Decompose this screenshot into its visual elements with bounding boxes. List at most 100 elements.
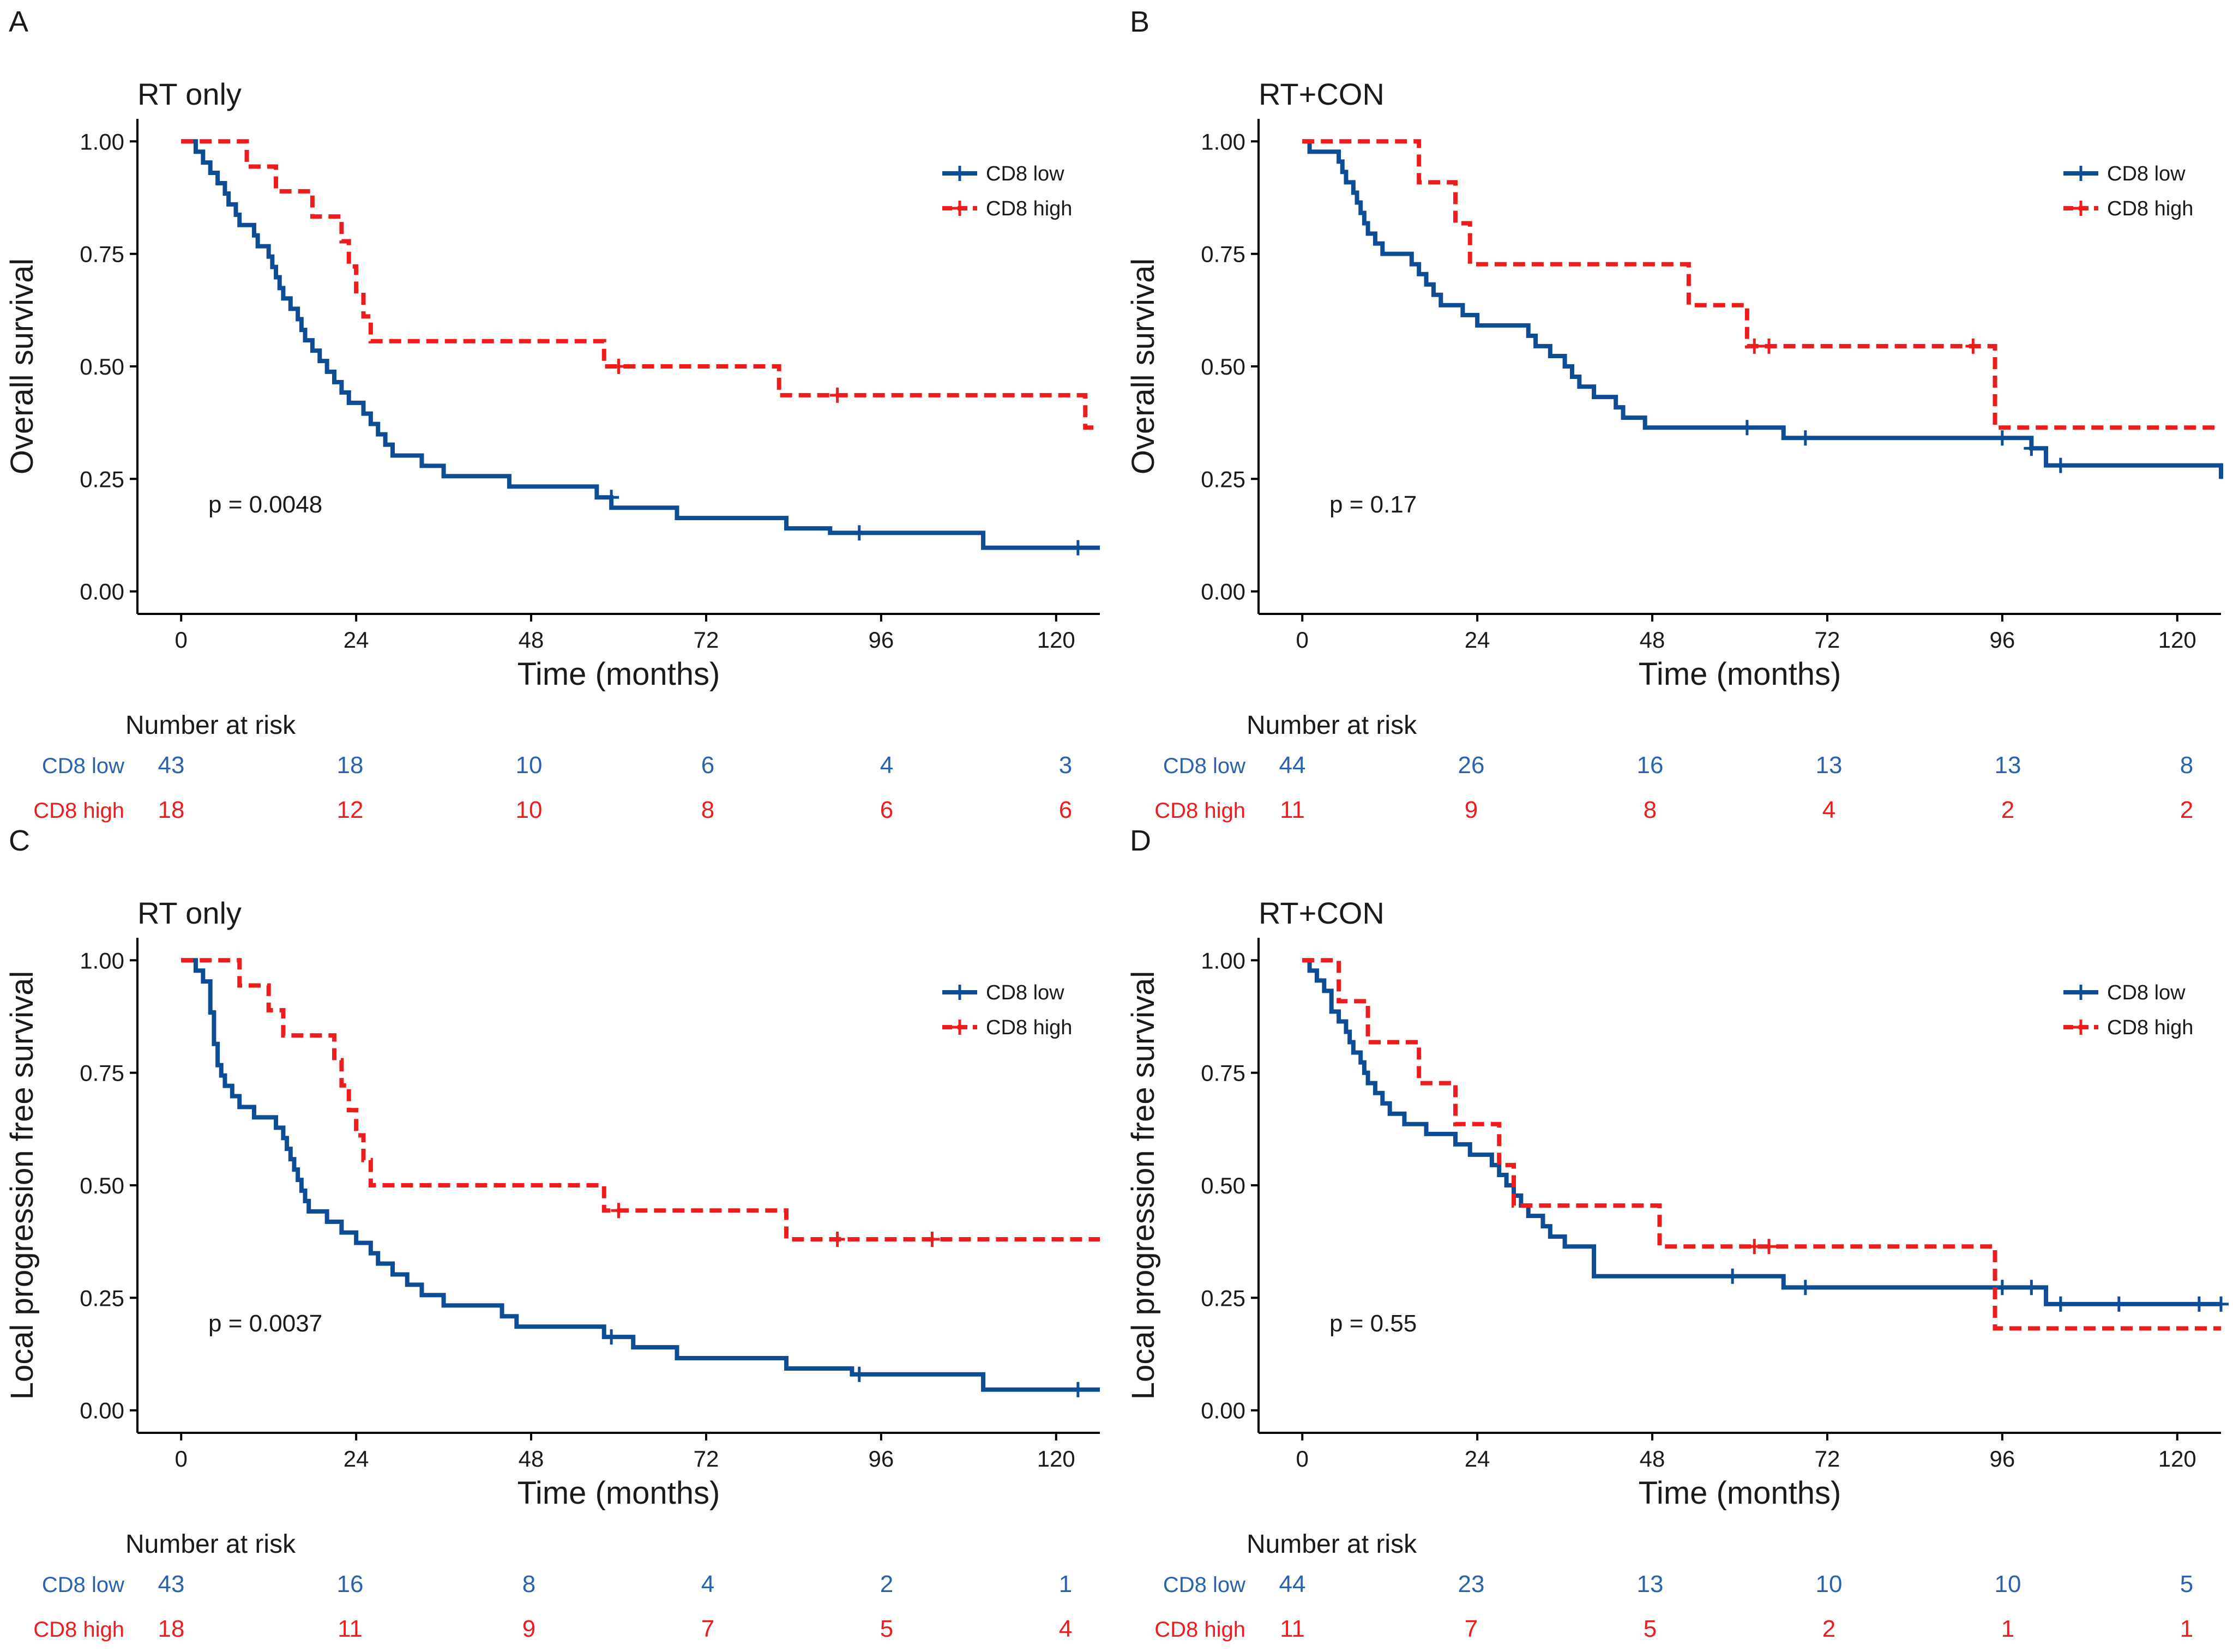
censor-mark-cd8-low — [1797, 430, 1813, 446]
x-tick-label: 120 — [2158, 1446, 2196, 1472]
censor-mark-cd8-low — [2191, 1296, 2207, 1312]
x-tick-label: 72 — [1815, 1446, 1840, 1472]
risk-count-cd8-low: 6 — [701, 752, 714, 779]
censor-mark-cd8-low — [2024, 441, 2039, 456]
risk-count-cd8-low: 1 — [1059, 1571, 1072, 1597]
risk-count-cd8-high: 7 — [1465, 1615, 1478, 1642]
censor-mark-cd8-low — [604, 490, 619, 505]
risk-count-cd8-low: 13 — [1816, 752, 1843, 779]
y-tick-label: 1.00 — [80, 948, 124, 973]
censor-mark-cd8-high — [1965, 338, 1981, 354]
panel-letter: D — [1130, 824, 1151, 857]
x-tick-label: 24 — [1465, 1446, 1490, 1472]
censor-mark-cd8-low — [1797, 1280, 1813, 1295]
x-tick-label: 48 — [1640, 627, 1665, 653]
censor-mark-cd8-low — [1070, 540, 1086, 556]
y-tick-label: 1.00 — [1201, 129, 1245, 154]
risk-count-cd8-high: 18 — [158, 1615, 185, 1642]
legend-label-cd8-high: CD8 high — [986, 197, 1072, 220]
risk-count-cd8-high: 10 — [516, 797, 543, 823]
legend-censor-cd8-high — [952, 201, 967, 216]
y-tick-label: 0.00 — [80, 579, 124, 605]
legend-label-cd8-high: CD8 high — [2107, 1016, 2193, 1039]
x-tick-label: 72 — [1815, 627, 1840, 653]
censor-mark-cd8-low — [851, 1366, 867, 1382]
y-tick-label: 1.00 — [80, 129, 124, 154]
km-curve-cd8-low — [181, 958, 1100, 1392]
risk-count-cd8-low: 16 — [337, 1571, 364, 1597]
censor-mark-cd8-high — [1761, 1239, 1777, 1255]
x-tick-label: 96 — [869, 1446, 894, 1472]
risk-count-cd8-high: 2 — [2180, 797, 2193, 823]
x-tick-label: 96 — [1990, 627, 2015, 653]
risk-count-cd8-low: 18 — [337, 752, 364, 779]
censor-mark-cd8-low — [1725, 1268, 1741, 1284]
panel-letter: A — [9, 5, 28, 38]
x-tick-label: 24 — [344, 627, 369, 653]
legend-label-cd8-high: CD8 high — [2107, 197, 2193, 220]
risk-table-title: Number at risk — [125, 1530, 296, 1559]
legend-censor-cd8-low — [952, 985, 967, 1000]
risk-count-cd8-high: 12 — [337, 797, 364, 823]
risk-count-cd8-high: 7 — [701, 1615, 714, 1642]
risk-count-cd8-low: 10 — [516, 752, 543, 779]
censor-mark-cd8-low — [851, 525, 867, 541]
legend-censor-cd8-high — [2073, 201, 2088, 216]
legend-label-cd8-low: CD8 low — [986, 981, 1064, 1004]
panel-letter: B — [1130, 5, 1149, 38]
km-curve-cd8-high — [1302, 958, 2221, 1331]
censor-mark-cd8-low — [604, 1329, 619, 1345]
risk-count-cd8-high: 2 — [2001, 797, 2014, 823]
risk-count-cd8-low: 2 — [880, 1571, 893, 1597]
risk-row-label-cd8-high: CD8 high — [33, 1618, 124, 1642]
risk-count-cd8-low: 4 — [701, 1571, 714, 1597]
risk-count-cd8-low: 3 — [1059, 752, 1072, 779]
x-tick-label: 48 — [519, 627, 544, 653]
y-tick-label: 0.50 — [80, 354, 124, 379]
x-axis-label: Time (months) — [1639, 656, 1841, 692]
y-axis-label: Overall survival — [1125, 258, 1161, 474]
risk-count-cd8-high: 11 — [1280, 797, 1305, 823]
risk-row-label-cd8-low: CD8 low — [1163, 754, 1245, 778]
legend-label-cd8-low: CD8 low — [986, 162, 1064, 185]
risk-count-cd8-low: 44 — [1279, 1571, 1306, 1597]
x-tick-label: 0 — [1296, 627, 1309, 653]
x-tick-label: 72 — [694, 627, 719, 653]
y-axis-label: Local progression free survival — [4, 971, 40, 1400]
y-tick-label: 0.50 — [1201, 1173, 1245, 1198]
x-tick-label: 96 — [1990, 1446, 2015, 1472]
legend-censor-cd8-low — [2073, 166, 2088, 181]
censor-mark-cd8-low — [2111, 1296, 2127, 1312]
y-tick-label: 0.75 — [1201, 1060, 1245, 1086]
risk-table-title: Number at risk — [1247, 711, 1417, 740]
censor-mark-cd8-low — [2053, 1296, 2068, 1312]
risk-row-label-cd8-high: CD8 high — [1154, 1618, 1245, 1642]
y-tick-label: 0.75 — [80, 242, 124, 267]
censor-mark-cd8-low — [2024, 1280, 2039, 1295]
risk-count-cd8-high: 6 — [880, 797, 893, 823]
p-value: p = 0.0048 — [208, 491, 322, 518]
risk-count-cd8-low: 13 — [1995, 752, 2021, 779]
risk-count-cd8-low: 10 — [1816, 1571, 1843, 1597]
censor-mark-cd8-high — [611, 359, 627, 374]
risk-count-cd8-low: 16 — [1637, 752, 1664, 779]
y-axis-label: Overall survival — [4, 258, 40, 474]
x-tick-label: 120 — [1037, 627, 1075, 653]
censor-mark-cd8-high — [1747, 1239, 1762, 1255]
y-tick-label: 0.25 — [1201, 1285, 1245, 1311]
risk-count-cd8-low: 5 — [2180, 1571, 2193, 1597]
panel-title: RT only — [137, 77, 242, 111]
risk-row-label-cd8-low: CD8 low — [1163, 1573, 1245, 1597]
risk-count-cd8-high: 9 — [522, 1615, 535, 1642]
y-tick-label: 1.00 — [1201, 948, 1245, 973]
legend-label-cd8-low: CD8 low — [2107, 981, 2186, 1004]
y-tick-label: 0.25 — [80, 1285, 124, 1311]
censor-mark-cd8-high — [924, 1232, 940, 1247]
risk-count-cd8-low: 43 — [158, 752, 185, 779]
risk-table-title: Number at risk — [1247, 1530, 1417, 1559]
panel-letter: C — [9, 824, 30, 857]
censor-mark-cd8-low — [1070, 1382, 1086, 1397]
risk-count-cd8-low: 23 — [1458, 1571, 1485, 1597]
